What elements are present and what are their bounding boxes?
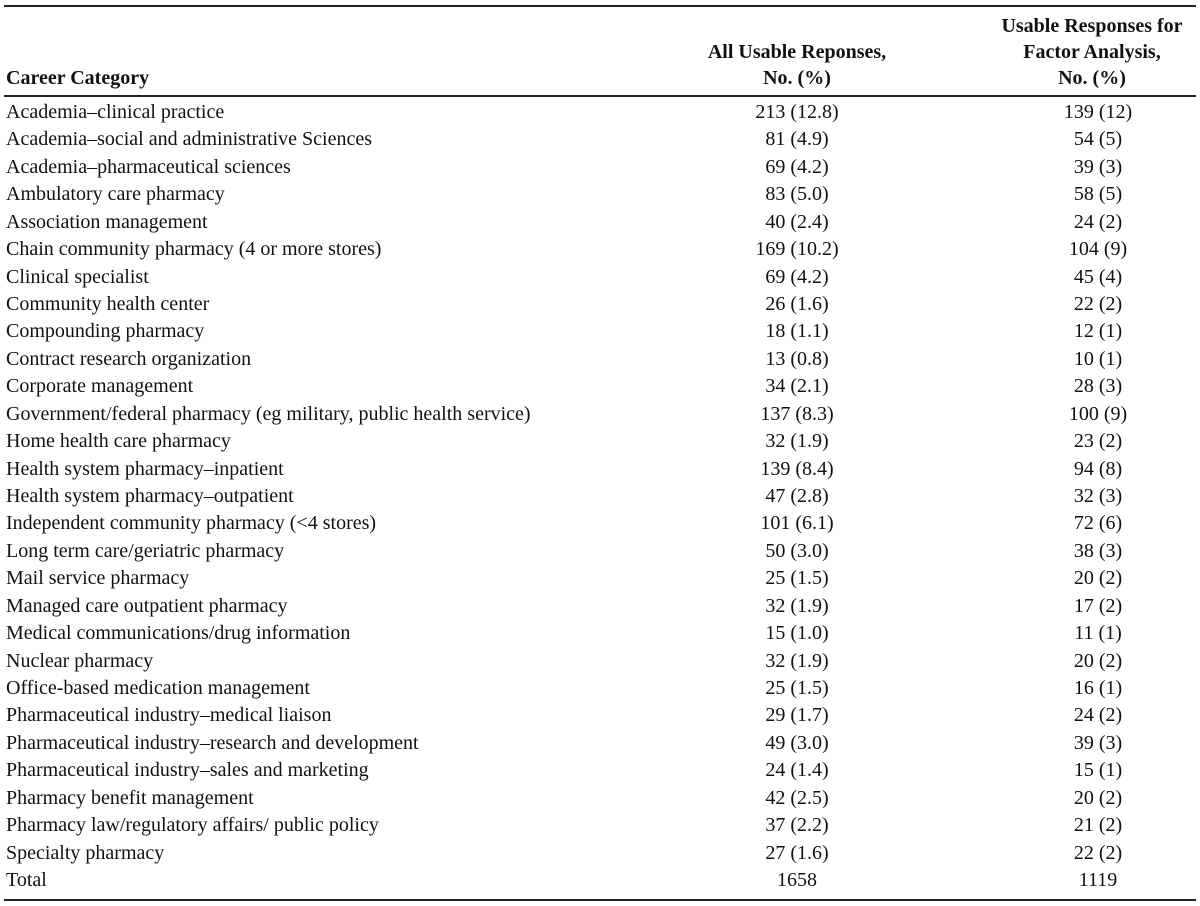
category-cell: Office-based medication management — [6, 677, 310, 700]
category-cell: Pharmaceutical industry–medical liaison — [6, 704, 332, 727]
value-cell: 18 (1.1) — [765, 320, 829, 343]
value-cell: 24 (1.4) — [765, 759, 829, 782]
value-cell: 12 (1) — [1073, 320, 1123, 343]
value-cell: 83 (5.0) — [765, 183, 829, 206]
value-cell: 50 (3.0) — [765, 539, 829, 562]
category-cell: Academia–clinical practice — [6, 101, 225, 123]
value-cell: 42 (2.5) — [765, 786, 829, 809]
value-cell: 45 (4) — [1073, 265, 1123, 288]
value-cell: 49 (3.0) — [765, 731, 829, 754]
value-cell: 24 (2) — [1073, 210, 1123, 233]
value-cell: 39 (3) — [1073, 155, 1123, 178]
value-cell: 17 (2) — [1073, 594, 1123, 617]
category-cell: Ambulatory care pharmacy — [6, 183, 225, 206]
header-cell: Factor Analysis, — [1023, 41, 1161, 63]
value-cell: 139 (12) — [1063, 101, 1133, 123]
value-cell: 213 (12.8) — [755, 101, 839, 123]
category-cell: Pharmaceutical industry–research and dev… — [6, 731, 419, 754]
value-cell: 94 (8) — [1073, 457, 1123, 480]
category-cell: Managed care outpatient pharmacy — [6, 594, 288, 617]
category-cell: Medical communications/drug information — [6, 622, 351, 645]
category-cell: Corporate management — [6, 375, 194, 398]
category-cell: Total — [6, 869, 47, 892]
bottom-rule — [4, 899, 1196, 901]
value-cell: 20 (2) — [1073, 649, 1123, 672]
category-cell: Government/federal pharmacy (eg military… — [6, 402, 531, 425]
value-cell: 10 (1) — [1073, 347, 1123, 370]
value-cell: 1119 — [1078, 869, 1118, 892]
category-cell: Health system pharmacy–outpatient — [6, 485, 294, 508]
category-cell: Community health center — [6, 293, 210, 315]
value-cell: 38 (3) — [1073, 539, 1123, 562]
value-cell: 34 (2.1) — [765, 375, 829, 398]
header-cell: Usable Responses for — [1001, 15, 1183, 37]
category-cell: Chain community pharmacy (4 or more stor… — [6, 238, 382, 261]
category-cell: Specialty pharmacy — [6, 841, 165, 864]
value-cell: 11 (1) — [1074, 622, 1122, 645]
value-cell: 169 (10.2) — [755, 238, 839, 261]
value-cell: 22 (2) — [1073, 293, 1123, 315]
value-cell: 104 (9) — [1068, 238, 1128, 261]
value-cell: 20 (2) — [1073, 786, 1123, 809]
category-cell: Independent community pharmacy (<4 store… — [6, 512, 377, 535]
value-cell: 1658 — [777, 869, 817, 892]
value-cell: 47 (2.8) — [765, 485, 829, 508]
value-cell: 32 (1.9) — [765, 649, 829, 672]
header-rule — [4, 95, 1196, 97]
value-cell: 25 (1.5) — [765, 567, 829, 590]
header-cell: All Usable Reponses, — [707, 41, 887, 63]
value-cell: 15 (1.0) — [765, 622, 829, 645]
header-cell: No. (%) — [763, 67, 831, 89]
value-cell: 13 (0.8) — [765, 347, 829, 370]
header-cell: No. (%) — [1058, 67, 1126, 89]
value-cell: 139 (8.4) — [760, 457, 834, 480]
value-cell: 21 (2) — [1073, 814, 1123, 837]
value-cell: 40 (2.4) — [765, 210, 829, 233]
value-cell: 32 (1.9) — [765, 430, 829, 453]
value-cell: 32 (3) — [1073, 485, 1123, 508]
top-rule — [4, 5, 1196, 7]
category-cell: Contract research organization — [6, 347, 252, 370]
category-cell: Compounding pharmacy — [6, 320, 205, 343]
category-cell: Home health care pharmacy — [6, 430, 231, 453]
value-cell: 54 (5) — [1073, 128, 1123, 151]
value-cell: 69 (4.2) — [765, 265, 829, 288]
category-cell: Nuclear pharmacy — [6, 649, 154, 672]
value-cell: 23 (2) — [1073, 430, 1123, 453]
value-cell: 69 (4.2) — [765, 155, 829, 178]
value-cell: 39 (3) — [1073, 731, 1123, 754]
value-cell: 29 (1.7) — [765, 704, 829, 727]
value-cell: 16 (1) — [1073, 677, 1123, 700]
value-cell: 27 (1.6) — [765, 841, 829, 864]
header-cell: Career Category — [6, 67, 150, 89]
category-cell: Pharmaceutical industry–sales and market… — [6, 759, 369, 782]
value-cell: 58 (5) — [1073, 183, 1123, 206]
value-cell: 37 (2.2) — [765, 814, 829, 837]
category-cell: Long term care/geriatric pharmacy — [6, 539, 285, 562]
category-cell: Health system pharmacy–inpatient — [6, 457, 284, 480]
category-cell: Pharmacy law/regulatory affairs/ public … — [6, 814, 379, 837]
value-cell: 137 (8.3) — [760, 402, 834, 425]
category-cell: Mail service pharmacy — [6, 567, 190, 590]
value-cell: 20 (2) — [1073, 567, 1123, 590]
value-cell: 101 (6.1) — [760, 512, 834, 535]
category-cell: Pharmacy benefit management — [6, 786, 254, 809]
category-cell: Academia–social and administrative Scien… — [6, 128, 372, 151]
value-cell: 28 (3) — [1073, 375, 1123, 398]
category-cell: Academia–pharmaceutical sciences — [6, 155, 291, 178]
value-cell: 25 (1.5) — [765, 677, 829, 700]
category-cell: Association management — [6, 210, 208, 233]
category-cell: Clinical specialist — [6, 265, 149, 288]
value-cell: 32 (1.9) — [765, 594, 829, 617]
value-cell: 24 (2) — [1073, 704, 1123, 727]
value-cell: 22 (2) — [1073, 841, 1123, 864]
value-cell: 72 (6) — [1073, 512, 1123, 535]
value-cell: 81 (4.9) — [765, 128, 829, 151]
value-cell: 15 (1) — [1073, 759, 1123, 782]
value-cell: 100 (9) — [1068, 402, 1128, 425]
value-cell: 26 (1.6) — [765, 293, 829, 315]
